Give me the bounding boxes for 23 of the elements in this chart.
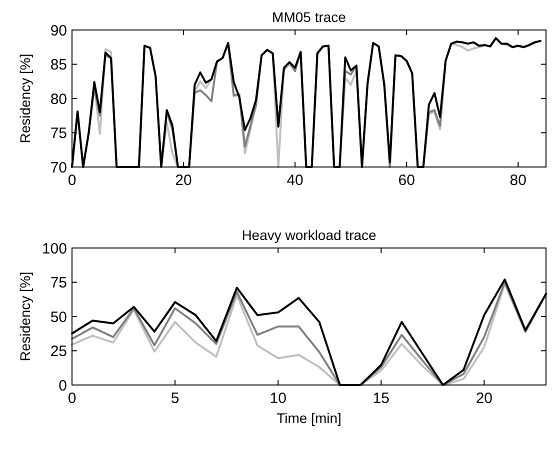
x-tick-label: 20: [476, 390, 493, 407]
y-tick-label: 75: [50, 125, 67, 142]
x-tick-label: 5: [170, 390, 180, 407]
x-tick-label: 60: [398, 172, 415, 189]
x-tick-label: 20: [175, 172, 192, 189]
y-tick-label: 70: [50, 159, 67, 176]
x-tick-label: 10: [270, 390, 286, 407]
chart-title: Heavy workload trace: [242, 227, 377, 243]
y-tick-label: 25: [50, 343, 67, 360]
y-tick-label: 100: [42, 240, 67, 258]
y-tick-label: 50: [50, 308, 67, 326]
y-tick-label: 85: [50, 56, 67, 74]
y-axis-title: Residency [%]: [17, 272, 33, 362]
x-tick-label: 80: [510, 172, 526, 189]
chart-title: MM05 trace: [272, 9, 346, 25]
y-tick-label: 90: [50, 22, 67, 40]
y-tick-label: 75: [50, 274, 67, 292]
y-tick-label: 0: [58, 377, 67, 394]
y-tick-label: 80: [50, 90, 67, 108]
y-axis-title: Residency [%]: [17, 54, 33, 144]
x-tick-label: 40: [286, 172, 304, 189]
x-axis-title: Time [min]: [276, 410, 342, 426]
x-tick-label: 15: [372, 390, 390, 407]
